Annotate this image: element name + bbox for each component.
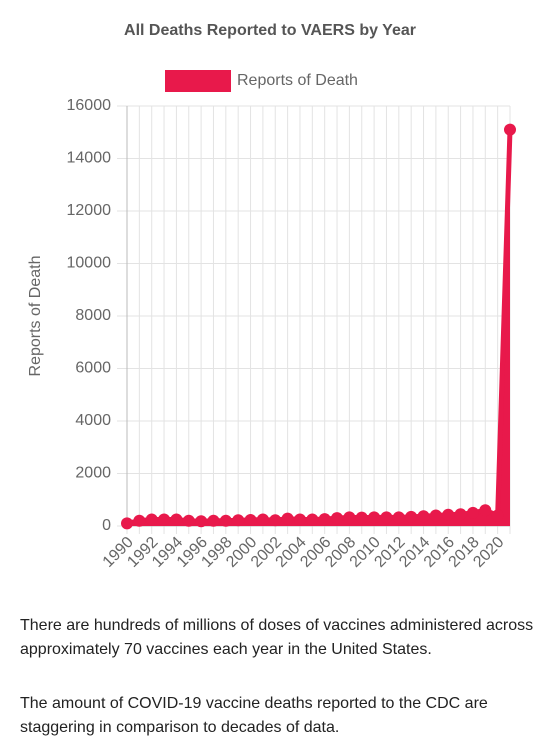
- point: [121, 517, 133, 530]
- paragraph: The amount of COVID-19 vaccine deaths re…: [20, 695, 488, 736]
- point: [392, 511, 405, 524]
- point: [405, 510, 418, 523]
- point: [504, 123, 516, 136]
- point: [355, 511, 368, 524]
- y-tick-label: 16000: [67, 97, 112, 114]
- point: [232, 514, 245, 527]
- point: [133, 514, 146, 527]
- y-tick-label: 2000: [75, 465, 111, 482]
- y-tick-label: 0: [102, 517, 111, 534]
- point: [269, 514, 282, 527]
- point: [170, 513, 183, 526]
- y-tick-label: 10000: [67, 255, 112, 272]
- legend-swatch: [165, 70, 231, 92]
- point: [306, 513, 319, 526]
- point: [417, 510, 430, 523]
- point: [256, 513, 269, 526]
- point: [454, 508, 467, 521]
- point: [219, 514, 232, 527]
- y-tick-label: 8000: [75, 307, 111, 324]
- y-tick-label: 12000: [67, 202, 112, 219]
- point: [368, 511, 381, 524]
- point: [281, 512, 294, 525]
- point: [182, 514, 195, 527]
- point: [343, 511, 356, 524]
- area: [127, 129, 510, 526]
- point: [207, 514, 220, 527]
- point: [479, 504, 492, 517]
- y-tick-label: 4000: [75, 412, 111, 429]
- point: [466, 506, 479, 519]
- point: [145, 513, 158, 526]
- point: [331, 512, 344, 525]
- point: [442, 508, 455, 521]
- point: [158, 513, 171, 526]
- point: [380, 511, 393, 524]
- y-tick-label: 6000: [75, 360, 111, 377]
- point: [195, 515, 208, 528]
- point: [318, 513, 331, 526]
- point: [429, 509, 442, 522]
- paragraph: There are hundreds of millions of doses …: [20, 617, 534, 658]
- line: [126, 129, 513, 526]
- y-tick-label: 14000: [67, 150, 112, 167]
- point: [293, 513, 306, 526]
- chart-title: All Deaths Reported to VAERS by Year: [124, 22, 416, 39]
- legend-label: Reports of Death: [237, 72, 358, 89]
- point: [491, 509, 504, 522]
- chart: All Deaths Reported to VAERS by Year Rep…: [27, 22, 516, 571]
- point: [244, 513, 257, 526]
- y-axis-label: Reports of Death: [27, 256, 44, 377]
